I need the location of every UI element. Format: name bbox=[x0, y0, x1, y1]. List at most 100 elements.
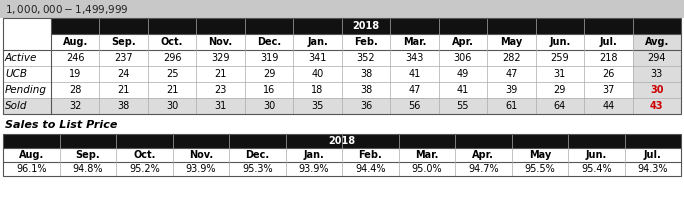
Text: 341: 341 bbox=[308, 53, 327, 63]
Text: 30: 30 bbox=[263, 101, 275, 111]
Text: Jul.: Jul. bbox=[599, 37, 617, 47]
Text: Feb.: Feb. bbox=[354, 37, 378, 47]
Text: 21: 21 bbox=[118, 85, 130, 95]
Bar bbox=[3, 82, 681, 98]
Text: 94.8%: 94.8% bbox=[73, 164, 103, 174]
Text: 23: 23 bbox=[214, 85, 227, 95]
Text: 30: 30 bbox=[650, 85, 663, 95]
Text: 56: 56 bbox=[408, 101, 421, 111]
Bar bbox=[633, 34, 681, 50]
Text: 25: 25 bbox=[166, 69, 179, 79]
Text: 49: 49 bbox=[457, 69, 469, 79]
Text: Jan.: Jan. bbox=[304, 150, 324, 160]
Text: 218: 218 bbox=[599, 53, 618, 63]
Bar bbox=[3, 148, 681, 162]
Text: 329: 329 bbox=[211, 53, 230, 63]
Text: Sep.: Sep. bbox=[75, 150, 100, 160]
Text: 282: 282 bbox=[502, 53, 521, 63]
Text: 44: 44 bbox=[602, 101, 614, 111]
Text: Sold: Sold bbox=[5, 101, 27, 111]
Text: 96.1%: 96.1% bbox=[16, 164, 47, 174]
Text: UCB: UCB bbox=[5, 69, 27, 79]
Text: Avg.: Avg. bbox=[644, 37, 669, 47]
Bar bbox=[633, 66, 681, 82]
Text: 2018: 2018 bbox=[352, 21, 380, 31]
Text: 43: 43 bbox=[650, 101, 663, 111]
Text: Jun.: Jun. bbox=[586, 150, 607, 160]
Text: 237: 237 bbox=[114, 53, 133, 63]
Text: 95.2%: 95.2% bbox=[129, 164, 159, 174]
Bar bbox=[3, 134, 681, 148]
Text: 294: 294 bbox=[648, 53, 666, 63]
Text: 55: 55 bbox=[457, 101, 469, 111]
Text: Nov.: Nov. bbox=[189, 150, 213, 160]
Bar bbox=[3, 50, 681, 66]
Text: 95.3%: 95.3% bbox=[242, 164, 272, 174]
Bar bbox=[633, 82, 681, 98]
Text: 64: 64 bbox=[554, 101, 566, 111]
Text: 29: 29 bbox=[553, 85, 566, 95]
Text: Jul.: Jul. bbox=[644, 150, 661, 160]
Text: Sales to List Price: Sales to List Price bbox=[5, 120, 118, 130]
Text: 19: 19 bbox=[69, 69, 81, 79]
Text: 37: 37 bbox=[602, 85, 614, 95]
Bar bbox=[3, 134, 681, 176]
Bar bbox=[3, 66, 681, 82]
Text: 31: 31 bbox=[554, 69, 566, 79]
Bar bbox=[0, 0, 684, 18]
Text: Mar.: Mar. bbox=[415, 150, 438, 160]
Bar bbox=[3, 98, 681, 114]
Text: $1,000,000 - $1,499,999: $1,000,000 - $1,499,999 bbox=[5, 3, 129, 16]
Text: Jun.: Jun. bbox=[549, 37, 570, 47]
Text: Aug.: Aug. bbox=[63, 37, 88, 47]
Text: 94.3%: 94.3% bbox=[637, 164, 668, 174]
Text: 40: 40 bbox=[311, 69, 324, 79]
Text: 28: 28 bbox=[69, 85, 81, 95]
Text: 352: 352 bbox=[356, 53, 376, 63]
Text: 33: 33 bbox=[650, 69, 663, 79]
Text: 30: 30 bbox=[166, 101, 179, 111]
Bar bbox=[3, 18, 681, 114]
Text: 94.4%: 94.4% bbox=[355, 164, 386, 174]
Text: 94.7%: 94.7% bbox=[468, 164, 499, 174]
Text: Active: Active bbox=[5, 53, 38, 63]
Text: 38: 38 bbox=[360, 69, 372, 79]
Text: Jan.: Jan. bbox=[307, 37, 328, 47]
Text: Aug.: Aug. bbox=[18, 150, 44, 160]
Text: 29: 29 bbox=[263, 69, 275, 79]
Text: 39: 39 bbox=[505, 85, 518, 95]
Text: 18: 18 bbox=[311, 85, 324, 95]
Text: 38: 38 bbox=[360, 85, 372, 95]
Text: 41: 41 bbox=[408, 69, 421, 79]
Text: 36: 36 bbox=[360, 101, 372, 111]
Text: 95.0%: 95.0% bbox=[412, 164, 442, 174]
Text: Dec.: Dec. bbox=[245, 150, 269, 160]
Text: Apr.: Apr. bbox=[473, 150, 494, 160]
Text: 26: 26 bbox=[602, 69, 614, 79]
Text: 31: 31 bbox=[215, 101, 226, 111]
Text: Apr.: Apr. bbox=[452, 37, 474, 47]
Text: May: May bbox=[500, 37, 523, 47]
Text: 32: 32 bbox=[69, 101, 81, 111]
Text: 259: 259 bbox=[551, 53, 569, 63]
Text: 93.9%: 93.9% bbox=[185, 164, 216, 174]
Text: 246: 246 bbox=[66, 53, 85, 63]
Text: 306: 306 bbox=[453, 53, 472, 63]
Text: Oct.: Oct. bbox=[133, 150, 155, 160]
Text: 343: 343 bbox=[406, 53, 423, 63]
Text: 41: 41 bbox=[457, 85, 469, 95]
Text: May: May bbox=[529, 150, 551, 160]
Text: 61: 61 bbox=[505, 101, 518, 111]
Text: 47: 47 bbox=[408, 85, 421, 95]
Bar bbox=[3, 34, 681, 50]
Text: 21: 21 bbox=[166, 85, 179, 95]
Text: Sep.: Sep. bbox=[111, 37, 136, 47]
Text: Feb.: Feb. bbox=[358, 150, 382, 160]
Bar bbox=[51, 18, 681, 34]
Text: 95.5%: 95.5% bbox=[525, 164, 555, 174]
Text: 21: 21 bbox=[214, 69, 227, 79]
Text: 93.9%: 93.9% bbox=[298, 164, 329, 174]
Text: 35: 35 bbox=[311, 101, 324, 111]
Bar bbox=[633, 50, 681, 66]
Text: 24: 24 bbox=[118, 69, 130, 79]
